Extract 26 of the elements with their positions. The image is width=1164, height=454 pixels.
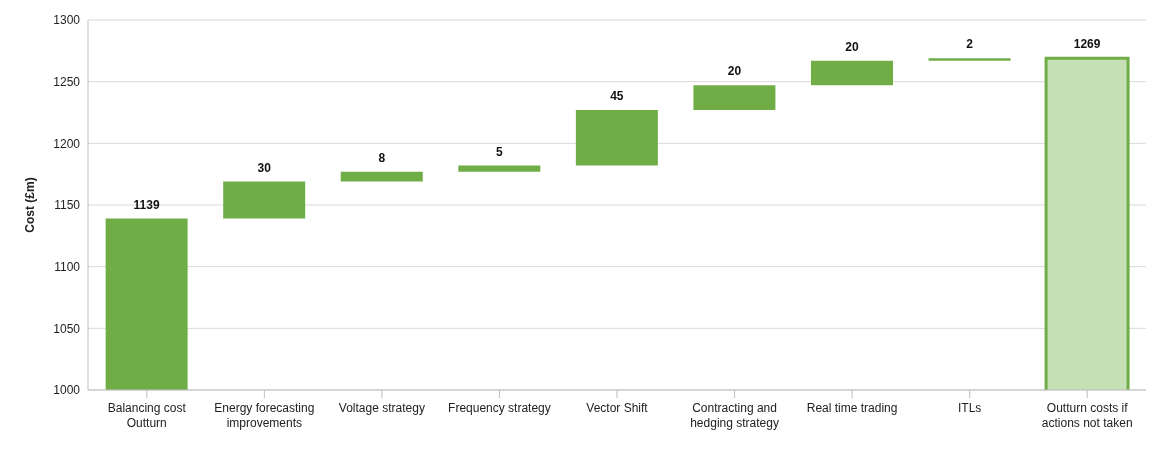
data-label: 5 — [495, 144, 503, 159]
y-tick-label: 1150 — [54, 198, 81, 213]
x-tick-label: Frequency strategy — [448, 401, 551, 415]
x-tick-label: ITLs — [957, 401, 982, 415]
x-tick-label: Outturn costs if actions not taken — [1041, 401, 1133, 430]
x-tick-label: Real time trading — [806, 401, 898, 415]
y-tick-label: 1000 — [53, 383, 81, 398]
data-label: 20 — [845, 39, 859, 54]
data-label: 1269 — [1073, 37, 1101, 52]
x-tick-label: Voltage strategy — [338, 401, 425, 415]
y-tick-label: 1250 — [53, 74, 81, 89]
y-tick-label: 1200 — [53, 136, 81, 151]
x-tick-label: Vector Shift — [586, 401, 649, 415]
x-tick-label: Contracting and hedging strategy — [690, 401, 779, 430]
data-label: 45 — [610, 89, 624, 104]
data-label: 30 — [257, 160, 272, 175]
x-tick-label: Balancing cost Outturn — [107, 401, 187, 430]
y-axis-title: Cost (£m) — [23, 177, 38, 233]
data-label: 20 — [727, 64, 742, 79]
data-label: 8 — [378, 150, 386, 165]
y-tick-label: 1300 — [53, 13, 81, 28]
data-label: 2 — [966, 37, 974, 52]
y-tick-label: 1050 — [53, 321, 81, 336]
data-label: 1139 — [133, 197, 160, 212]
y-tick-label: 1100 — [54, 259, 81, 274]
x-tick-label: Energy forecasting improvements — [214, 401, 315, 430]
